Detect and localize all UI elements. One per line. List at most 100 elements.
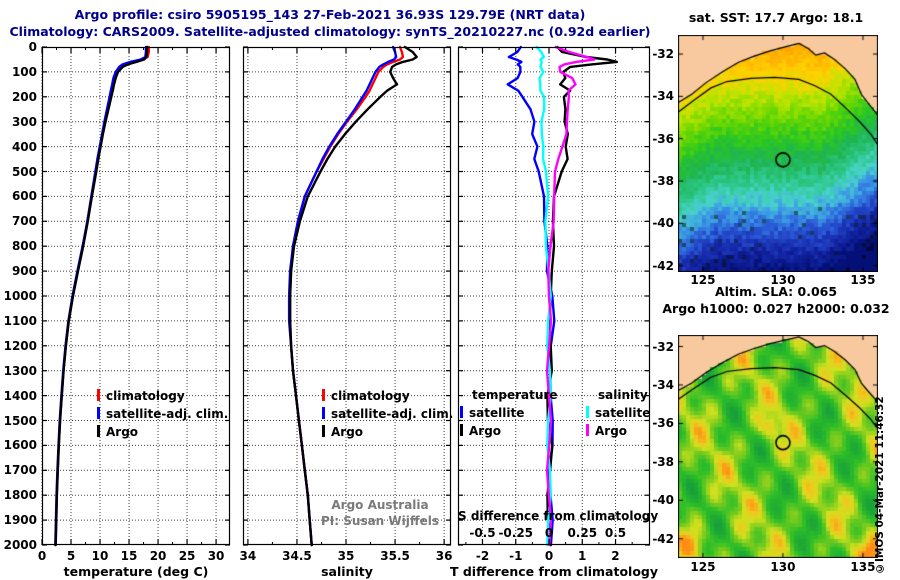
s-difference-axis-label: S difference from climatology xyxy=(458,509,659,523)
y-tick-label: 300 xyxy=(11,114,37,129)
x-tick-label: 0.5 xyxy=(604,526,627,540)
x-tick-label: 5 xyxy=(66,549,76,563)
x-tick-label: 0 xyxy=(37,549,47,563)
figure-title: Argo profile: csiro 5905195_143 27-Feb-2… xyxy=(74,7,586,22)
legend-entry: Argo xyxy=(97,423,228,441)
x-tick-label: 34.5 xyxy=(282,549,312,563)
legend-marker-icon xyxy=(97,407,100,419)
x-tick-label: 20 xyxy=(149,549,167,563)
map-lon-tick-label: 130 xyxy=(770,273,796,287)
y-tick-label: 700 xyxy=(11,214,37,229)
sst-map-lon-tick-labels: 125 130 135 xyxy=(0,273,900,287)
map-lat-tick-label: -38 xyxy=(652,454,674,469)
sst-readout: sat. SST: 17.7 Argo: 18.1 xyxy=(688,10,864,25)
temperature-profile-chart xyxy=(41,45,231,547)
map-lon-tick-label: 135 xyxy=(850,560,876,574)
legend-marker-icon xyxy=(97,389,100,401)
legend-entry: satellite-adj. clim. xyxy=(322,405,453,423)
x-tick-label: 30 xyxy=(207,549,225,563)
x-tick-label: -0.5 xyxy=(469,526,496,540)
salinity-legend: climatology satellite-adj. clim. Argo xyxy=(322,387,453,441)
y-tick-label: 100 xyxy=(11,64,37,79)
x-tick-label: 35.5 xyxy=(380,549,410,563)
x-tick-label: -2 xyxy=(475,549,490,563)
x-tick-label: -0.25 xyxy=(498,526,534,540)
x-tick-label: -1 xyxy=(509,549,523,563)
map-lon-tick-label: 125 xyxy=(690,273,716,287)
y-tick-label: 1900 xyxy=(3,513,37,528)
map-lat-tick-label: -36 xyxy=(652,416,674,431)
map-lat-tick-label: -36 xyxy=(652,131,674,146)
depth-axis-labels: 0 100 200 300 400 500 600 700 800 900 1000 1100 1200… xyxy=(0,0,38,580)
legend-label: Argo xyxy=(106,425,139,439)
x-tick-label: 0.25 xyxy=(567,526,598,540)
attribution-line1: Argo Australia xyxy=(331,498,429,512)
map-lat-tick-label: -32 xyxy=(652,47,674,62)
map-lat-tick-label: -40 xyxy=(652,216,674,231)
copyright-stamp: ©IMOS 04-Mar-2021 11:46:32 xyxy=(874,396,886,574)
legend-label: Argo xyxy=(469,424,502,438)
y-tick-label: 600 xyxy=(11,189,37,204)
legend-label: Argo xyxy=(331,425,364,439)
legend-group: salinity satellite Argo xyxy=(586,386,650,440)
y-tick-label: 400 xyxy=(11,139,37,154)
y-tick-label: 1700 xyxy=(3,463,37,478)
y-tick-label: 1300 xyxy=(3,363,37,378)
legend-marker-icon xyxy=(322,389,325,401)
y-tick-label: 800 xyxy=(11,239,37,254)
t-difference-axis-tick-labels: -2 -1 0 1 2 xyxy=(0,549,900,563)
y-tick-label: 900 xyxy=(11,264,37,279)
map-lon-tick-label: 125 xyxy=(690,560,716,574)
legend-label: satellite-adj. clim. xyxy=(331,407,454,421)
legend-group-title: temperature xyxy=(472,388,558,402)
legend-entry: climatology xyxy=(97,387,228,405)
y-tick-label: 1500 xyxy=(3,413,37,428)
temperature-axis-tick-labels: 0 5 10 15 20 25 30 xyxy=(0,549,900,563)
t-difference-axis-label: T difference from climatology xyxy=(449,564,659,579)
y-tick-label: 1800 xyxy=(3,488,37,503)
x-tick-label: 0 xyxy=(544,526,554,540)
y-tick-label: 2000 xyxy=(3,538,37,552)
legend-label: climatology xyxy=(106,389,185,403)
salinity-axis-label: salinity xyxy=(321,564,373,579)
x-tick-label: 0 xyxy=(544,549,554,563)
legend-label: climatology xyxy=(331,389,410,403)
y-tick-label: 200 xyxy=(11,89,37,104)
sla-readout: Altim. SLA: 0.065 xyxy=(714,284,838,299)
legend-marker-icon xyxy=(586,406,589,418)
x-tick-label: 34 xyxy=(239,549,257,563)
argo-heights-readout: Argo h1000: 0.027 h2000: 0.032 xyxy=(662,301,890,316)
map-lat-tick-label: -40 xyxy=(652,493,674,508)
legend-group: temperature satellite Argo xyxy=(460,386,557,440)
attribution-line2: PI: Susan Wijffels xyxy=(321,514,439,528)
x-tick-label: 15 xyxy=(120,549,138,563)
temperature-legend: climatology satellite-adj. clim. Argo xyxy=(97,387,228,441)
sla-map-lon-tick-labels: 125 130 135 xyxy=(0,560,900,574)
y-tick-label: 500 xyxy=(11,164,37,179)
legend-marker-icon xyxy=(322,425,325,437)
map-lat-tick-labels: -32 -34 -36 -38 -40 -42 -32 -34 -36 -38 -40 -42 xyxy=(628,0,675,580)
map-lat-tick-label: -42 xyxy=(652,531,674,546)
x-tick-label: 10 xyxy=(91,549,109,563)
map-lat-tick-label: -32 xyxy=(652,339,674,354)
map-lat-tick-label: -42 xyxy=(652,258,674,273)
legend-group-title: salinity xyxy=(598,388,648,402)
y-tick-label: 1400 xyxy=(3,388,37,403)
figure-subtitle: Climatology: CARS2009. Satellite-adjuste… xyxy=(9,24,651,39)
legend-marker-icon xyxy=(322,407,325,419)
legend-entry: Argo xyxy=(460,422,557,440)
x-tick-label: 25 xyxy=(178,549,196,563)
legend-marker-icon xyxy=(97,425,100,437)
difference-profile-chart xyxy=(457,45,651,547)
salinity-axis-tick-labels: 34 34.5 35 35.5 36 xyxy=(0,549,900,563)
sst-map xyxy=(678,35,878,272)
temperature-axis-label: temperature (deg C) xyxy=(63,564,209,579)
legend-entry: Argo xyxy=(322,423,453,441)
legend-label: satellite xyxy=(595,406,651,420)
legend-entry: Argo xyxy=(586,422,650,440)
legend-marker-icon xyxy=(586,424,589,436)
y-tick-label: 1200 xyxy=(3,338,37,353)
legend-marker-icon xyxy=(460,406,463,418)
y-tick-label: 1000 xyxy=(3,289,37,303)
